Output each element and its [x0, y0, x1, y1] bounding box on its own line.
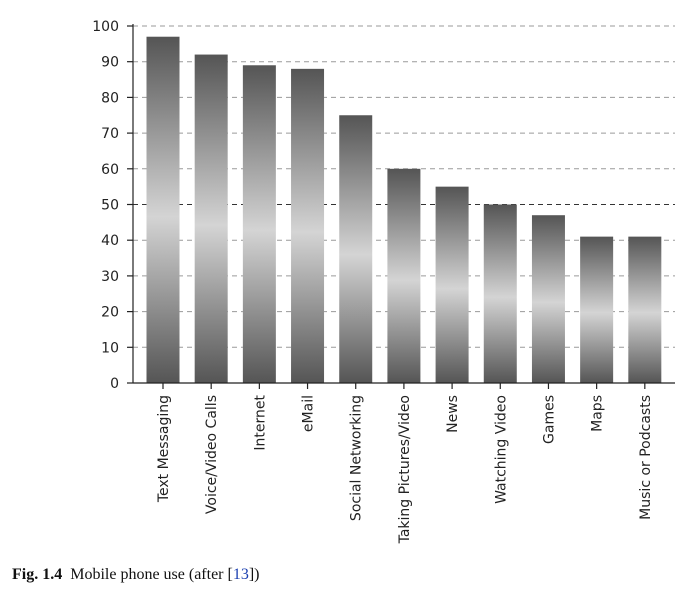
bar — [435, 186, 469, 383]
axes — [127, 24, 675, 389]
y-tick-label: 100 — [92, 19, 119, 35]
y-tick-label: 80 — [101, 90, 119, 106]
figure-caption: Fig. 1.4 Mobile phone use (after [13]) — [12, 566, 259, 584]
bar — [628, 236, 662, 383]
category-label: News — [445, 395, 461, 433]
y-tick-label: 10 — [101, 340, 119, 356]
category-label: Taking Pictures/Video — [397, 395, 413, 544]
bar — [146, 36, 180, 384]
bar — [387, 168, 421, 383]
bar — [242, 65, 276, 384]
y-tick-label: 70 — [101, 126, 119, 142]
caption-text: Mobile phone use (after [ — [70, 566, 233, 583]
bar — [580, 236, 614, 383]
caption-text-end: ]) — [248, 566, 260, 583]
category-label: Music or Podcasts — [638, 395, 654, 520]
y-tick-label: 60 — [101, 162, 119, 178]
category-label: eMail — [301, 395, 317, 432]
category-label: Social Networking — [349, 395, 365, 521]
category-label: Internet — [252, 394, 268, 450]
bar-chart: 0 10 20 30 40 50 60 70 80 90 100 Text Messaging Voi… — [92, 19, 675, 544]
y-tick-labels: 0 10 20 30 40 50 60 70 80 90 100 — [92, 19, 119, 392]
y-tick-label: 90 — [101, 55, 119, 71]
bars — [146, 36, 662, 384]
category-label: Voice/Video Calls — [204, 395, 220, 514]
category-label: Maps — [590, 395, 606, 432]
reference-link[interactable]: 13 — [232, 566, 249, 583]
y-tick-label: 0 — [110, 376, 119, 392]
bar — [291, 68, 325, 383]
y-tick-label: 50 — [101, 198, 119, 214]
category-labels: Text Messaging Voice/Video Calls Internet e… — [156, 394, 654, 544]
y-tick-label: 30 — [101, 269, 119, 285]
category-label: Games — [541, 395, 557, 444]
bar — [531, 215, 565, 383]
category-label: Text Messaging — [156, 395, 172, 503]
bar — [339, 115, 373, 383]
figure-number: Fig. 1.4 — [12, 566, 63, 583]
y-tick-label: 40 — [101, 233, 119, 249]
category-label: Watching Video — [493, 395, 509, 504]
bar — [483, 204, 517, 383]
bar — [194, 54, 228, 384]
y-tick-label: 20 — [101, 305, 119, 321]
